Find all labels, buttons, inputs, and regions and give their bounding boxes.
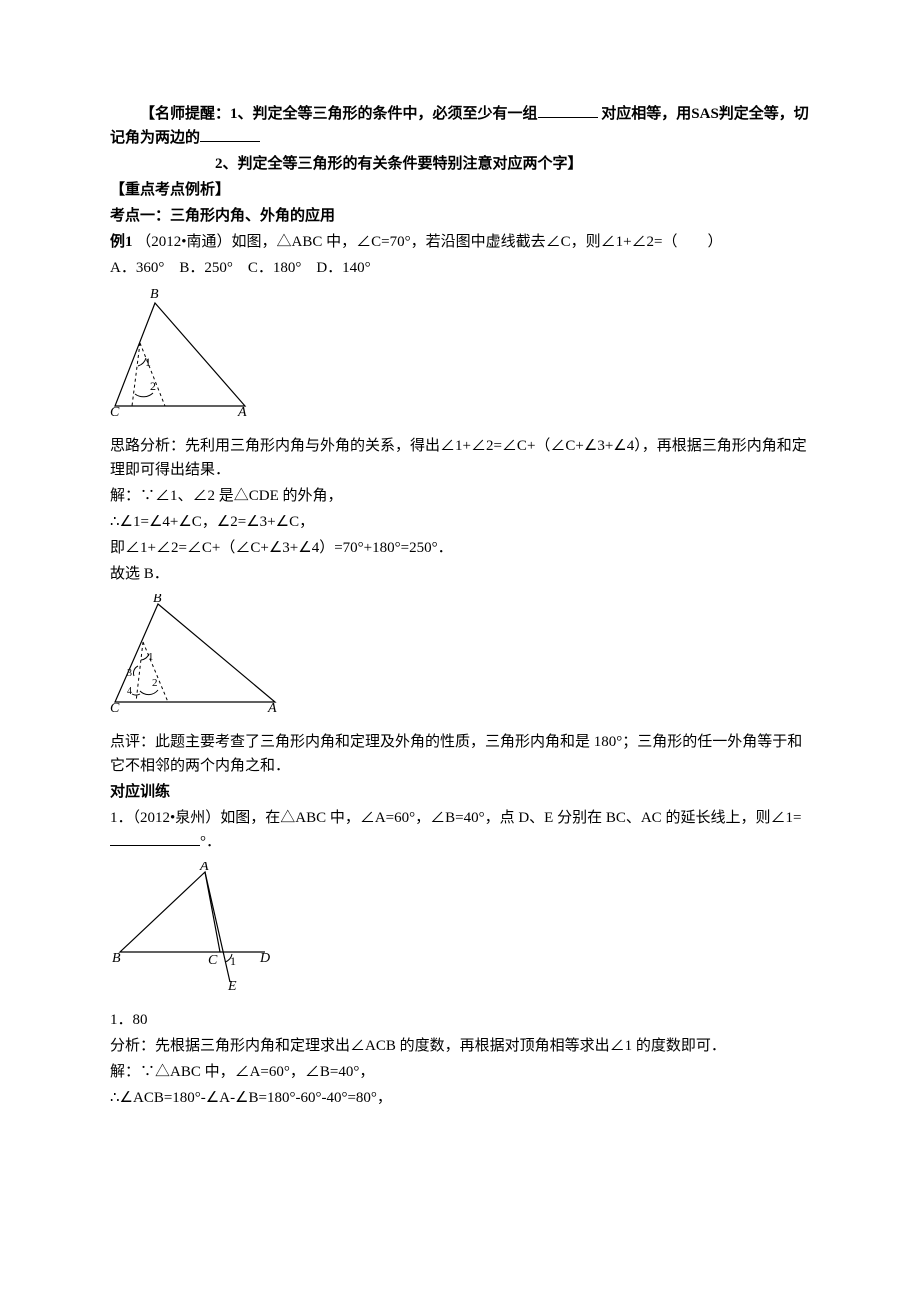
solution2-line2: ∴∠ACB=180°-∠A-∠B=180°-60°-40°=80°， xyxy=(110,1086,810,1110)
point-b-3: B xyxy=(112,951,121,966)
point-e-3: E xyxy=(227,979,237,992)
solution1-line1: 解：∵∠1、∠2 是△CDE 的外角， xyxy=(110,484,810,508)
point-a-3: A xyxy=(199,862,209,874)
example1-label: 例1 xyxy=(110,234,133,250)
diagram-1: B C A 1 2 xyxy=(110,288,810,426)
point-c: C xyxy=(110,405,120,418)
practice1: 1．（2012•泉州）如图，在△ABC 中，∠A=60°，∠B=40°，点 D、… xyxy=(110,806,810,854)
solution2-line1: 解：∵△ABC 中，∠A=60°，∠B=40°， xyxy=(110,1060,810,1084)
triangle-abc-3 xyxy=(120,872,220,952)
angle1-label-2: 1 xyxy=(148,651,154,663)
practice1-suffix: °． xyxy=(200,834,221,850)
example1-text: （2012•南通）如图，△ABC 中，∠C=70°，若沿图中虚线截去∠C，则∠1… xyxy=(136,234,722,250)
analysis1: 思路分析：先利用三角形内角与外角的关系，得出∠1+∠2=∠C+（∠C+∠3+∠4… xyxy=(110,434,810,482)
kaodian1-title: 考点一：三角形内角、外角的应用 xyxy=(110,204,810,228)
reminder-line1-prefix: 【名师提醒：1、判定全等三角形的条件中，必须至少有一组 xyxy=(140,106,538,122)
point-c-3: C xyxy=(208,953,218,968)
point-b-2: B xyxy=(153,594,162,606)
angle2-arc-2 xyxy=(140,690,158,695)
answer1: 1．80 xyxy=(110,1008,810,1032)
example1-options: A．360° B．250° C．180° D．140° xyxy=(110,256,810,280)
angle1-label-3: 1 xyxy=(230,954,236,968)
reminder-line2: 2、判定全等三角形的有关条件要特别注意对应两个字】 xyxy=(110,152,810,176)
angle2-label-2: 2 xyxy=(152,677,158,689)
angle1-label: 1 xyxy=(145,355,151,369)
point-d-3: D xyxy=(259,951,270,966)
angle3-arc xyxy=(133,666,138,676)
analysis1-heading: 思路分析： xyxy=(110,438,185,454)
blank-1 xyxy=(538,102,598,118)
comment1-heading: 点评： xyxy=(110,734,155,750)
angle4-label: 4 xyxy=(127,686,132,697)
angle2-arc xyxy=(135,393,153,397)
solution1-line3: 即∠1+∠2=∠C+（∠C+∠3+∠4）=70°+180°=250°． xyxy=(110,536,810,560)
diagram-3: A B C D E 1 xyxy=(110,862,810,1000)
angle4-arc xyxy=(132,694,140,695)
reminder-line1: 【名师提醒：1、判定全等三角形的条件中，必须至少有一组 对应相等，用SAS判定全… xyxy=(110,102,810,150)
diagram-2: B C A 1 2 3 4 xyxy=(110,594,810,722)
point-c-2: C xyxy=(110,701,120,714)
section-heading: 【重点考点例析】 xyxy=(110,178,810,202)
practice-heading: 对应训练 xyxy=(110,780,810,804)
triangle-cba xyxy=(115,303,245,406)
point-a: A xyxy=(237,405,247,418)
comment1: 点评：此题主要考查了三角形内角和定理及外角的性质，三角形内角和是 180°；三角… xyxy=(110,730,810,778)
angle3-label: 3 xyxy=(127,668,132,679)
example1-problem: 例1 （2012•南通）如图，△ABC 中，∠C=70°，若沿图中虚线截去∠C，… xyxy=(110,230,810,254)
comment1-text: 此题主要考查了三角形内角和定理及外角的性质，三角形内角和是 180°；三角形的任… xyxy=(110,734,802,774)
blank-3 xyxy=(110,830,200,846)
analysis2: 分析：先根据三角形内角和定理求出∠ACB 的度数，再根据对顶角相等求出∠1 的度… xyxy=(110,1034,810,1058)
practice1-prefix: 1．（2012•泉州）如图，在△ABC 中，∠A=60°，∠B=40°，点 D、… xyxy=(110,810,801,826)
blank-2 xyxy=(200,126,260,142)
solution1-line2: ∴∠1=∠4+∠C，∠2=∠3+∠C， xyxy=(110,510,810,534)
analysis2-text: 先根据三角形内角和定理求出∠ACB 的度数，再根据对顶角相等求出∠1 的度数即可… xyxy=(155,1038,726,1054)
solution1-line4: 故选 B． xyxy=(110,562,810,586)
triangle-cba-2 xyxy=(115,604,275,702)
analysis1-text: 先利用三角形内角与外角的关系，得出∠1+∠2=∠C+（∠C+∠3+∠4），再根据… xyxy=(110,438,807,478)
point-a-2: A xyxy=(267,701,277,714)
angle2-label: 2 xyxy=(150,379,156,393)
point-b: B xyxy=(150,288,159,302)
analysis2-heading: 分析： xyxy=(110,1038,155,1054)
